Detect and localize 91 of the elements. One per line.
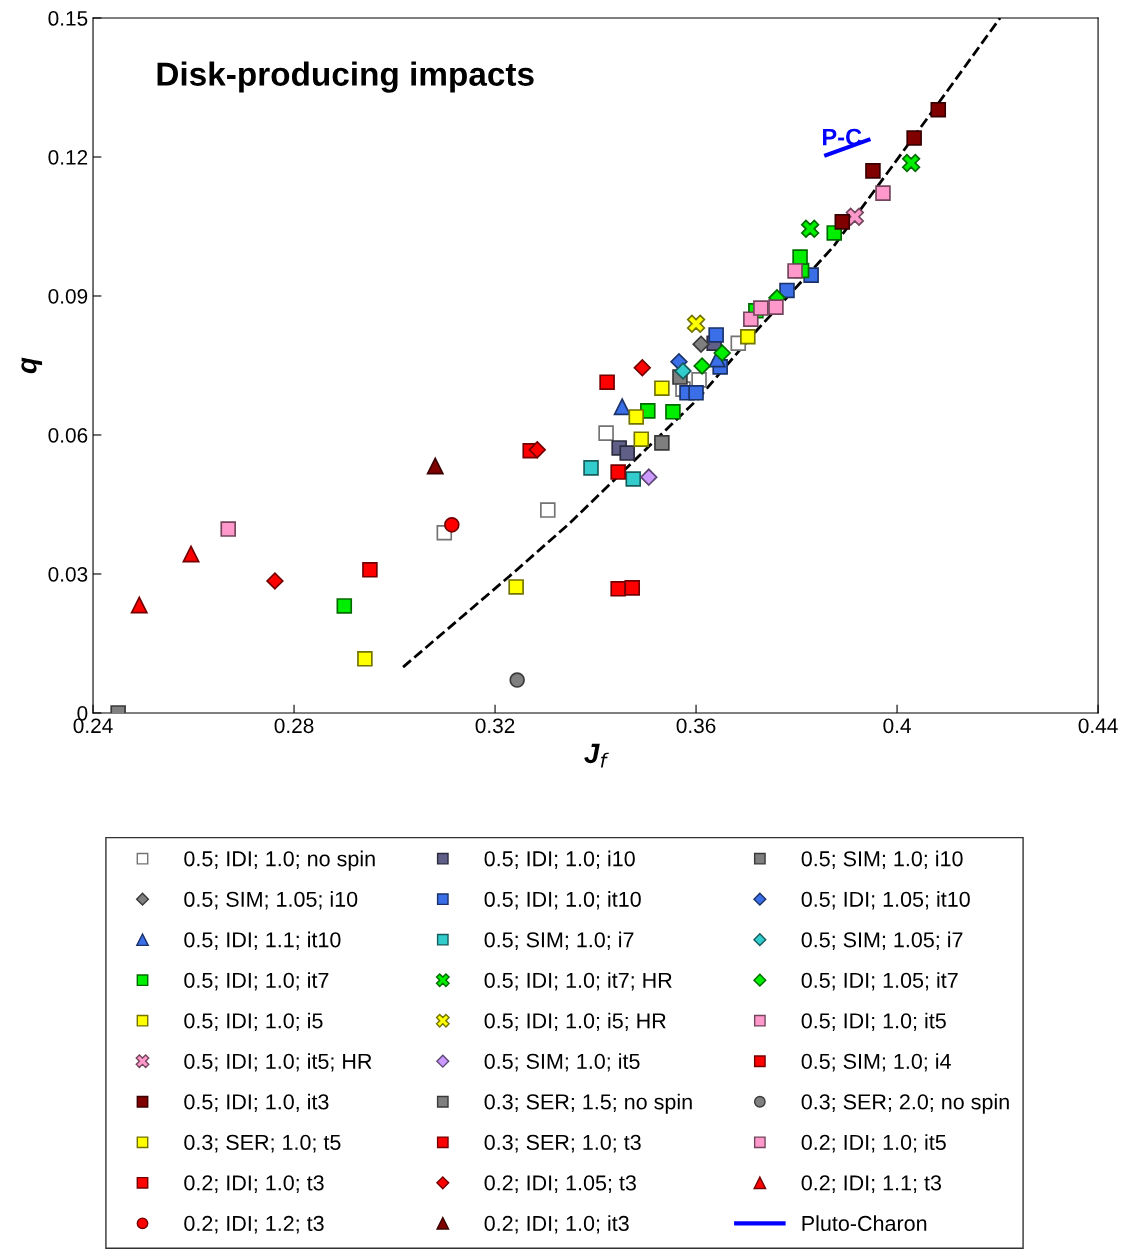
point: [610, 581, 626, 597]
point: [901, 153, 921, 173]
legend-label: 0.5; SIM; 1.0; i10: [801, 850, 963, 869]
legend-label: 0.2; IDI; 1.0; t3: [184, 1175, 324, 1194]
point: [266, 572, 284, 590]
point: [875, 185, 891, 201]
legend-label: Pluto-Charon: [802, 1215, 927, 1232]
point: [583, 460, 599, 476]
point: [787, 263, 803, 279]
legend-label: 0.3; SER; 1.0; t3: [484, 1134, 641, 1153]
legend-label: 0.2; IDI; 1.1; t3: [801, 1175, 942, 1194]
point: [540, 502, 556, 518]
legend-label: 0.5; IDI; 1.05; it7: [801, 972, 958, 991]
x-tick-label: 0.44: [1078, 718, 1118, 734]
point: [654, 435, 670, 451]
point: [633, 431, 650, 447]
x-tick-label: 0.4: [883, 718, 911, 734]
point: [336, 598, 353, 614]
y-tick-label: 0.06: [48, 427, 88, 443]
y-tick-label: 0.09: [48, 288, 88, 304]
point: [220, 521, 236, 537]
point: [740, 328, 756, 345]
legend-label: 0.2; IDI; 1.0; it3: [484, 1215, 629, 1234]
legend-label: 0.2; IDI; 1.0; it5: [801, 1134, 946, 1153]
legend-label: 0.5; IDI; 1.1; it10: [184, 931, 341, 950]
x-tick-label: 0.36: [676, 718, 716, 734]
point: [708, 327, 724, 343]
point: [598, 425, 614, 441]
x-tick-label: 0.32: [475, 718, 515, 734]
legend-label: 0.5; SIM; 1.0; i7: [484, 931, 634, 950]
legend-label: 0.5; SIM; 1.0; i4: [801, 1053, 951, 1072]
point: [426, 457, 444, 475]
y-tick-label: 0.12: [48, 150, 88, 165]
y-axis-title: q: [21, 357, 43, 374]
point: [865, 163, 881, 179]
point: [357, 650, 373, 667]
legend-label: 0.5; IDI; 1.0; it10: [484, 891, 641, 910]
point: [686, 314, 706, 333]
point: [362, 562, 378, 578]
y-tick-label: 0.03: [48, 566, 88, 582]
point: [792, 249, 808, 265]
legend-label: 0.5; IDI; 1.0; it7; HR: [484, 972, 672, 991]
point: [444, 517, 460, 533]
point: [753, 300, 769, 316]
point: [613, 398, 631, 416]
text: Disk-producing impacts: [157, 61, 534, 93]
legend-label: 0.5; IDI; 1.0; it5: [801, 1012, 946, 1032]
legend-label: 0.5; IDI; 1.0, it3: [184, 1093, 329, 1113]
point: [633, 359, 651, 377]
point: [619, 445, 635, 461]
point: [834, 214, 851, 230]
point: [906, 130, 922, 146]
point: [625, 471, 642, 487]
point: [665, 404, 681, 420]
legend-label: 0.5; SIM; 1.0; it5: [484, 1053, 640, 1072]
point: [692, 335, 710, 353]
point: [509, 672, 525, 688]
x-axis-title: J$_{f}$: [584, 743, 609, 768]
legend-label: 0.3; SER; 2.0; no spin: [801, 1093, 1009, 1114]
point: [674, 362, 692, 380]
point: [599, 374, 615, 390]
point: [930, 101, 947, 118]
y-tick-label: 0.15: [48, 11, 88, 26]
point: [693, 357, 711, 375]
point: [182, 545, 200, 563]
legend-label: 0.5; SIM; 1.05; i7: [801, 931, 963, 950]
point: [624, 580, 641, 596]
legend-label: 0.5; IDI; 1.0; i10: [484, 850, 635, 869]
point: [768, 299, 784, 315]
point: [130, 596, 148, 614]
legend-label: 0.5; IDI; 1.05; it10: [801, 891, 970, 910]
point: [688, 385, 704, 401]
legend-label: 0.2; IDI; 1.05; t3: [484, 1175, 636, 1194]
point: [610, 464, 626, 480]
legend-label: 0.5; SIM; 1.05; i10: [184, 891, 358, 910]
legend-label: 0.2; IDI; 1.2; t3: [184, 1215, 324, 1234]
point: [654, 380, 670, 396]
point: [508, 579, 524, 595]
x-tick-label: 0.28: [274, 718, 314, 734]
point: [628, 409, 645, 425]
legend-label: 0.5; IDI; 1.0; i5; HR: [484, 1012, 666, 1032]
point: [640, 468, 658, 486]
legend-label: 0.5; IDI; 1.0; no spin: [184, 850, 375, 871]
legend-label: 0.3; SER; 1.5; no spin: [484, 1093, 692, 1114]
legend-label: 0.5; IDI; 1.0; it7: [184, 972, 329, 991]
legend-label: 0.5; IDI; 1.0; i5: [184, 1012, 323, 1032]
point: [713, 344, 731, 362]
point: [800, 219, 820, 238]
legend-label: 0.3; SER; 1.0; t5: [184, 1134, 341, 1153]
point: [528, 441, 546, 459]
legend-label: 0.5; IDI; 1.0; it5; HR: [184, 1053, 372, 1072]
